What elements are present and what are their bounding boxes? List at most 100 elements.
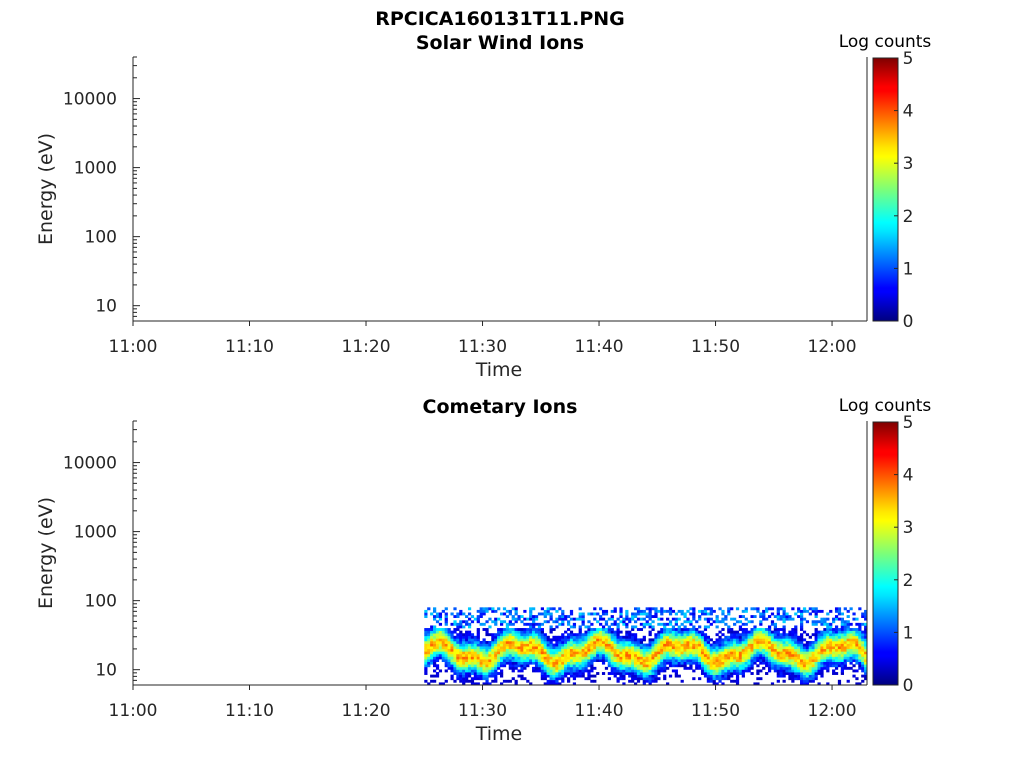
heatmap-cell [444,661,448,665]
heatmap-cell [465,648,469,652]
heatmap-cell [601,635,606,639]
heatmap-cell [456,661,460,665]
heatmap-cell [546,638,550,642]
heatmap-cell [441,648,445,652]
heatmap-cell [759,669,763,673]
heatmap-cell [834,661,839,665]
heatmap-cell [668,638,673,642]
heatmap-cell [849,643,853,647]
heatmap-cell [712,609,716,613]
heatmap-cell [543,633,547,637]
heatmap-cell [814,646,818,650]
heatmap-cell [852,640,856,644]
heatmap-cell [741,622,745,626]
heatmap-cell [727,669,731,673]
heatmap-cell [864,656,868,660]
heatmap-cell [660,643,664,647]
heatmap-cell [476,672,480,675]
heatmap-cell [599,646,603,650]
heatmap-cell [552,653,556,657]
heatmap-cell [715,666,719,670]
heatmap-cell [718,630,722,634]
heatmap-cell [849,607,853,611]
colorbar-tick-label: 2 [903,571,914,591]
heatmap-cell [552,674,556,678]
heatmap-cell [558,666,562,670]
heatmap-cell [718,620,722,624]
heatmap-cell [727,640,731,644]
heatmap-cell [462,640,466,644]
heatmap-cell [628,679,632,683]
heatmap-cell [485,659,489,662]
heatmap-cell [709,661,713,665]
heatmap-cell [776,646,780,650]
heatmap-cell [735,635,740,639]
heatmap-cell [712,661,716,665]
heatmap-cell [479,669,483,673]
heatmap-cell [800,620,804,624]
heatmap-cell [794,661,798,665]
heatmap-cell [642,622,646,626]
heatmap-cell [465,653,469,657]
heatmap-cell [534,646,539,650]
heatmap-cell [482,653,486,657]
heatmap-cell [820,659,824,662]
heatmap-cell [840,640,844,644]
heatmap-cell [849,648,853,652]
heatmap-cell [462,651,466,655]
heatmap-cell [747,648,751,652]
heatmap-cell [508,622,512,626]
heatmap-cell [459,651,463,655]
heatmap-cell [800,615,804,618]
heatmap-cell [511,677,515,681]
heatmap-cell [738,643,743,647]
heatmap-cell [482,648,486,652]
heatmap-cell [776,651,780,655]
heatmap-cell [826,617,830,621]
heatmap-cell [435,646,440,650]
heatmap-cell [558,635,562,639]
heatmap-cell [517,640,521,644]
heatmap-cell [648,609,652,613]
heatmap-cell [800,651,804,655]
heatmap-cell [782,656,786,660]
heatmap-cell [663,609,667,613]
heatmap-cell [613,640,617,644]
heatmap-cell [767,643,772,647]
heatmap-cell [441,653,445,657]
heatmap-cell [424,648,428,652]
heatmap-cell [610,615,614,618]
heatmap-cell [779,646,783,650]
heatmap-cell [633,620,638,624]
heatmap-cell [599,622,603,626]
heatmap-cell [549,638,553,642]
heatmap-cell [456,612,460,616]
heatmap-cell [607,638,611,642]
heatmap-cell [497,643,501,647]
heatmap-cell [744,659,748,662]
heatmap-cell [750,620,754,624]
heatmap-cell [645,669,649,673]
heatmap-cell [511,659,515,662]
heatmap-cell [491,656,495,660]
heatmap-cell [590,656,594,660]
heatmap-cell [514,612,518,616]
heatmap-cell [467,625,472,629]
heatmap-cell [695,648,699,652]
heatmap-cell [604,643,609,647]
heatmap-cell [808,679,812,683]
heatmap-cell [508,628,512,631]
heatmap-cell [762,656,766,660]
heatmap-cell [543,682,547,686]
colorbar-tick-label: 4 [903,102,914,122]
heatmap-cell [727,625,731,629]
heatmap-cell [467,643,472,647]
heatmap-cell [628,666,632,670]
heatmap-cell [744,651,748,655]
heatmap-cell [791,640,795,644]
heatmap-cell [852,648,856,652]
heatmap-cell [508,633,512,637]
heatmap-cell [657,651,661,655]
heatmap-cell [450,648,454,652]
